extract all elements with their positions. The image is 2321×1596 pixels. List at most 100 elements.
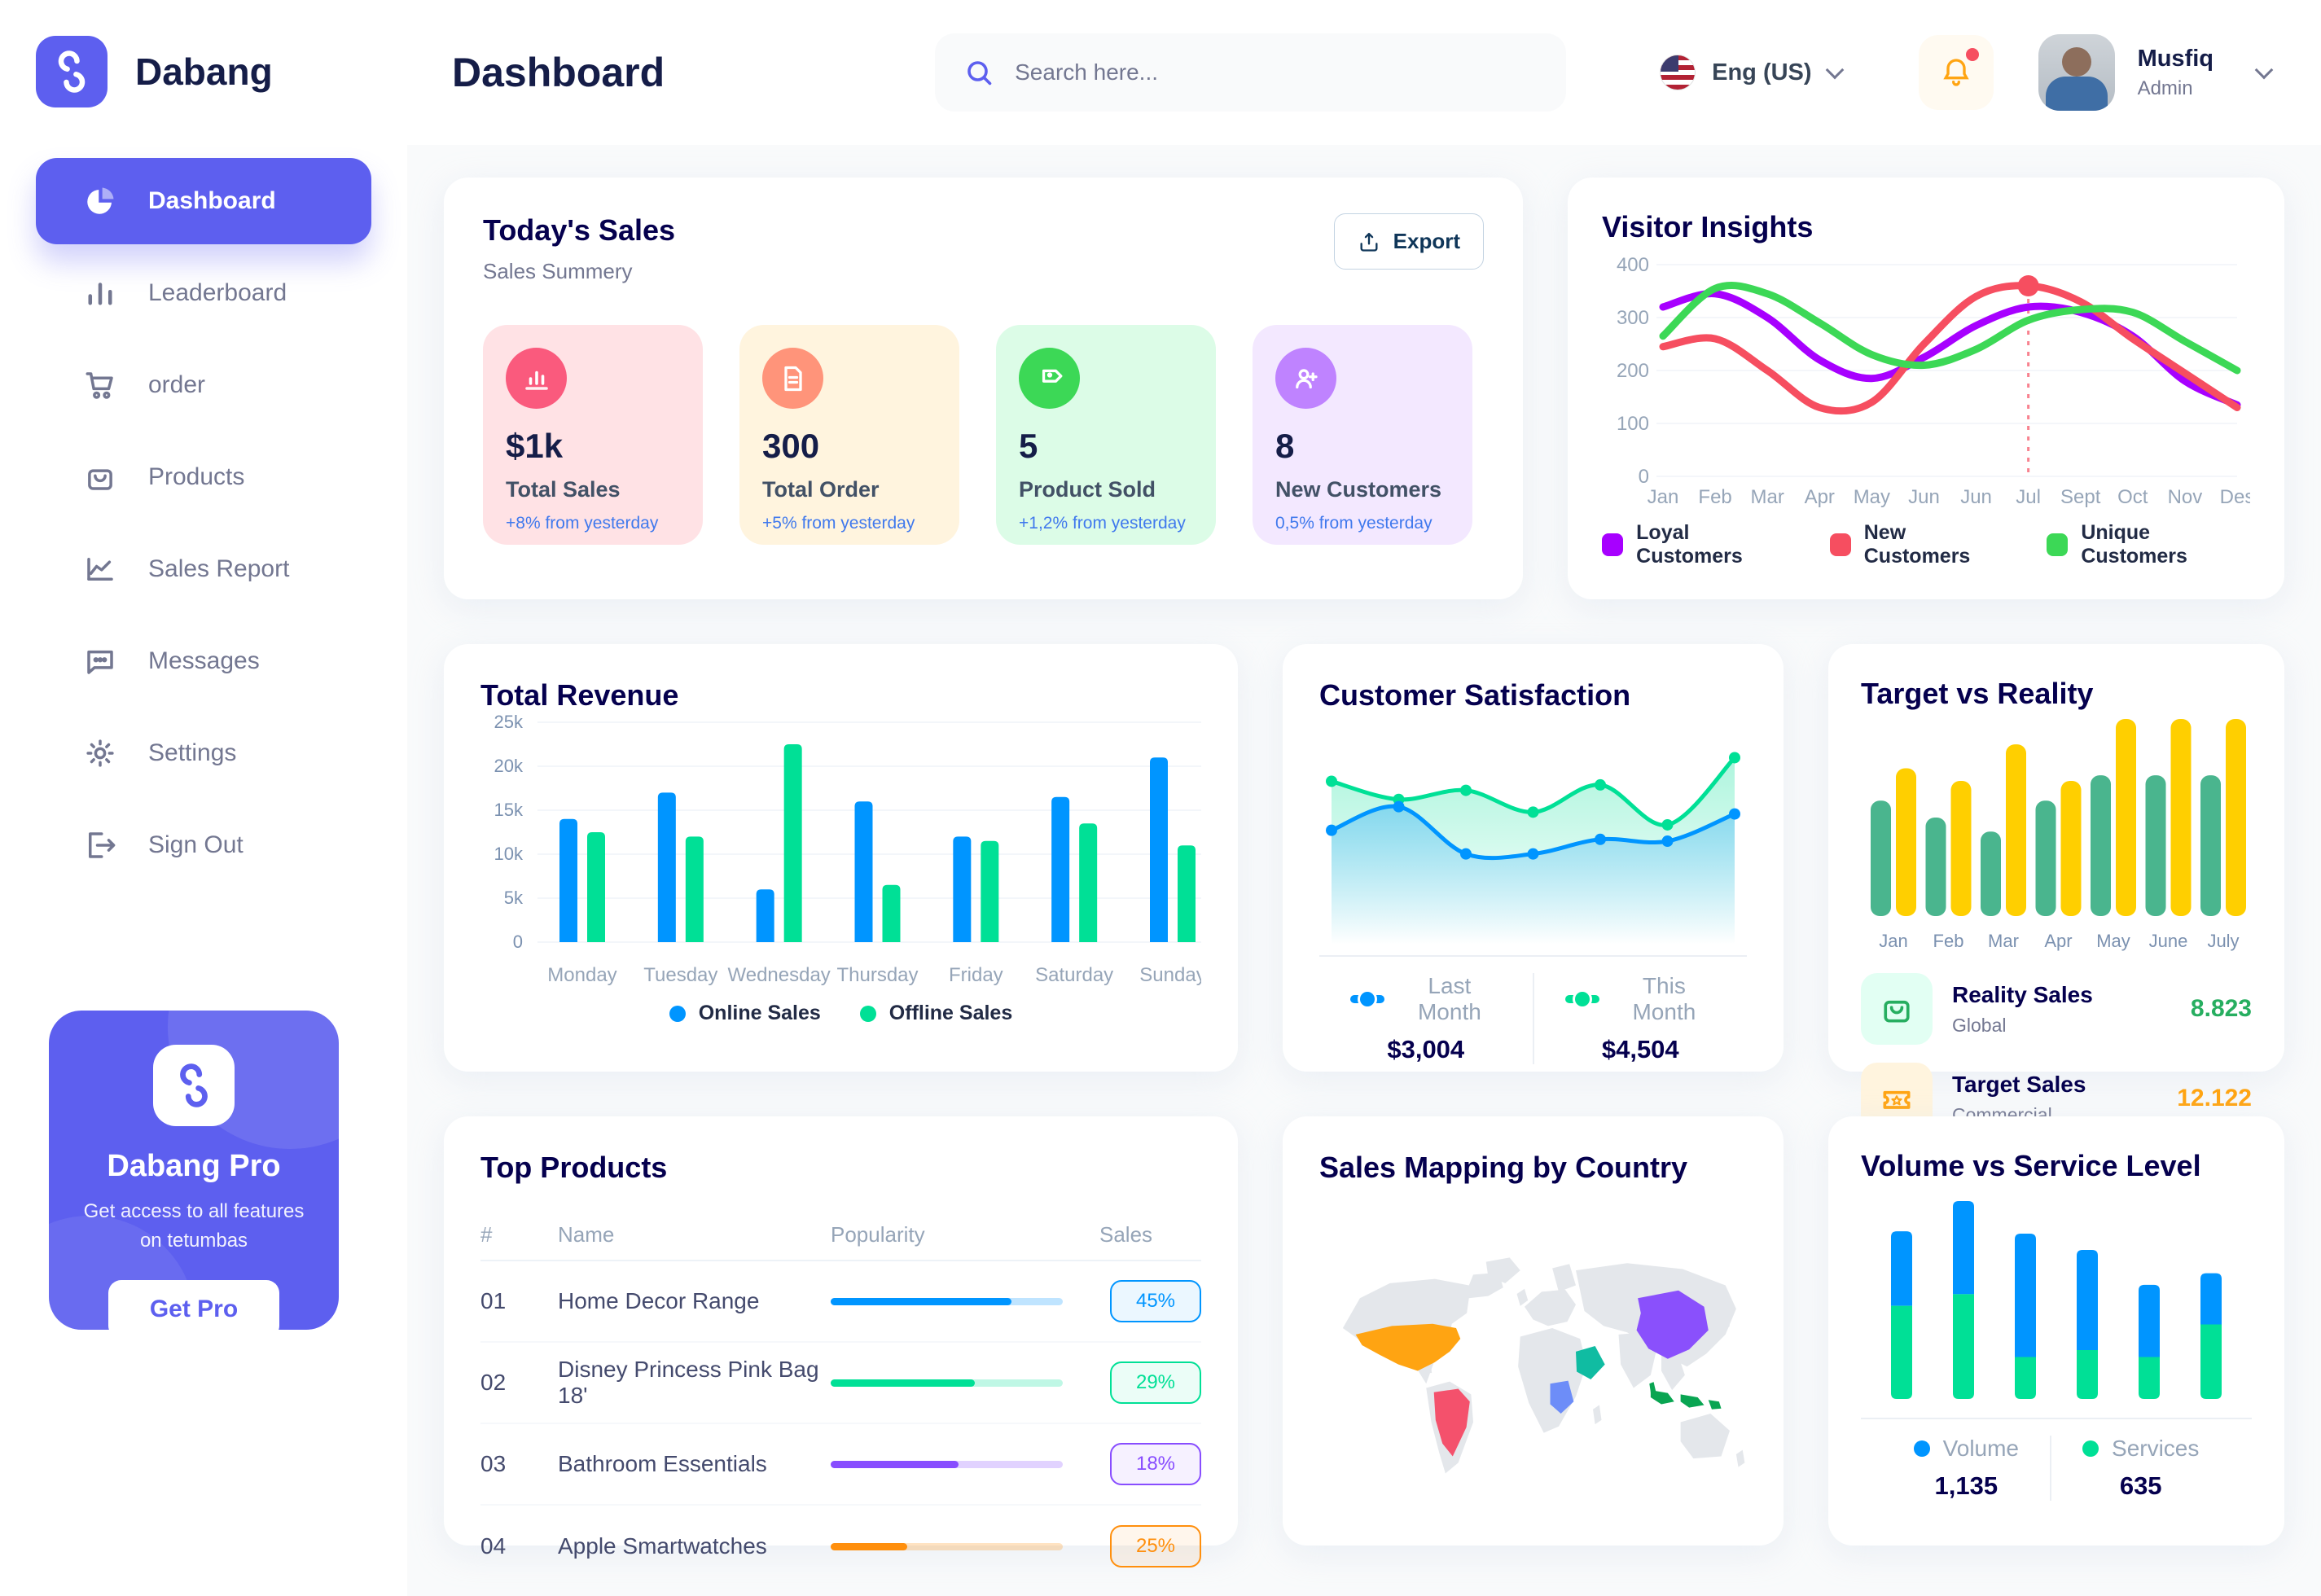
top-products-title: Top Products xyxy=(480,1151,668,1184)
page-title: Dashboard xyxy=(452,50,665,95)
svg-text:Thursday: Thursday xyxy=(836,964,918,986)
sidebar-item-settings[interactable]: Settings xyxy=(36,710,371,796)
stat-tag-icon xyxy=(1019,348,1080,409)
search-bar[interactable] xyxy=(935,33,1567,112)
dabang-pro-icon xyxy=(153,1045,235,1126)
svg-text:May: May xyxy=(2096,931,2130,951)
stat-label: Product Sold xyxy=(1019,477,1156,502)
legend-item-unique-customers: Unique Customers xyxy=(2047,521,2250,568)
bag-green-icon xyxy=(1861,973,1933,1045)
legend-value: $3,004 xyxy=(1387,1035,1465,1063)
topbar: Dashboard Eng (US) Musfiq Admin xyxy=(407,0,2321,145)
svg-text:Saturday: Saturday xyxy=(1035,964,1113,986)
pro-card-subtitle: Get access to all features on tetumbas xyxy=(83,1200,305,1252)
country-indonesia[interactable] xyxy=(1649,1382,1722,1410)
stat-label: Total Sales xyxy=(506,477,621,502)
customer-satisfaction-card: Customer Satisfaction Last Month $3,004 Th… xyxy=(1283,644,1784,1072)
legend-swatch xyxy=(1350,995,1385,1003)
svg-text:Friday: Friday xyxy=(949,964,1003,986)
notifications-button[interactable] xyxy=(1918,35,1994,110)
product-row-apple-smartwatches: 04 Apple Smartwatches 25% xyxy=(480,1506,1201,1587)
stat-card-new-customers: 8 New Customers 0,5% from yesterday xyxy=(1253,325,1472,545)
product-number: 04 xyxy=(480,1533,507,1559)
volume-service-chart xyxy=(1891,1201,2222,1399)
top-products-card: Top Products # Name Popularity Sales 01 … xyxy=(444,1116,1238,1568)
svg-text:Jun: Jun xyxy=(1960,486,1992,508)
sidebar-item-label: Products xyxy=(148,463,245,490)
popularity-bar xyxy=(831,1460,1063,1468)
sales-badge: 18% xyxy=(1110,1443,1201,1485)
sidebar-item-leaderboard[interactable]: Leaderboard xyxy=(36,250,371,336)
stat-label: New Customers xyxy=(1275,477,1442,502)
todays-sales-card: Today's Sales Sales Summery Export $1k T… xyxy=(444,178,1523,599)
svg-text:200: 200 xyxy=(1617,360,1649,382)
gear-icon xyxy=(83,736,117,770)
svg-text:Tuesday: Tuesday xyxy=(643,964,717,986)
sign-out-icon xyxy=(83,828,117,862)
sales-badge: 29% xyxy=(1110,1361,1201,1404)
sidebar-item-label: order xyxy=(148,371,206,398)
svg-text:Mar: Mar xyxy=(1988,931,2019,951)
legend-item-new-customers: New Customers xyxy=(1829,521,2008,568)
export-button[interactable]: Export xyxy=(1333,213,1484,270)
country-brazil[interactable] xyxy=(1433,1388,1470,1457)
avatar xyxy=(2038,34,2115,111)
language-selector[interactable]: Eng (US) xyxy=(1660,55,1844,90)
svg-text:Feb: Feb xyxy=(1933,931,1964,951)
stat-value: $1k xyxy=(506,427,564,465)
sidebar-item-label: Messages xyxy=(148,647,260,674)
visitor-insights-title: Visitor Insights xyxy=(1602,210,1814,243)
legend-value: 8.823 xyxy=(2190,995,2252,1022)
sidebar-item-sign-out[interactable]: Sign Out xyxy=(36,802,371,888)
svg-text:Monday: Monday xyxy=(547,964,616,986)
dabang-logo-icon xyxy=(36,36,107,107)
svg-text:Oct: Oct xyxy=(2117,486,2148,508)
sidebar-item-dashboard[interactable]: Dashboard xyxy=(36,158,371,244)
legend-item-offline-sales: Offline Sales xyxy=(859,1002,1012,1025)
volume-service-title: Volume vs Service Level xyxy=(1861,1149,2201,1182)
sidebar-item-products[interactable]: Products xyxy=(36,434,371,520)
sidebar-item-label: Sign Out xyxy=(148,831,244,858)
sales-badge: 45% xyxy=(1110,1280,1201,1322)
chevron-down-icon xyxy=(2254,60,2274,80)
get-pro-button[interactable]: Get Pro xyxy=(108,1280,279,1330)
stat-value: 8 xyxy=(1275,427,1295,465)
us-flag-icon xyxy=(1660,55,1696,90)
svg-text:Des: Des xyxy=(2220,486,2250,508)
svg-text:Jan: Jan xyxy=(1879,931,1907,951)
country-china[interactable] xyxy=(1636,1290,1709,1359)
cart-icon xyxy=(83,368,117,402)
sidebar: Dabang Dashboard Leaderboard order Products… xyxy=(0,0,407,1596)
stat-value: 5 xyxy=(1019,427,1038,465)
export-icon xyxy=(1360,232,1378,252)
product-name: Home Decor Range xyxy=(558,1288,760,1313)
legend-swatch xyxy=(1564,995,1599,1003)
sidebar-item-messages[interactable]: Messages xyxy=(36,618,371,704)
chevron-down-icon xyxy=(1825,60,1844,80)
customer-satisfaction-chart xyxy=(1326,752,1740,945)
user-role: Admin xyxy=(2137,77,2193,99)
todays-sales-title: Today's Sales xyxy=(483,213,676,247)
notification-dot xyxy=(1965,48,1979,61)
customer-satisfaction-title: Customer Satisfaction xyxy=(1319,678,1631,712)
sidebar-item-sales-report[interactable]: Sales Report xyxy=(36,526,371,612)
popularity-bar xyxy=(831,1297,1063,1305)
country-dr-congo[interactable] xyxy=(1550,1380,1574,1414)
app-name: Dabang xyxy=(135,50,273,93)
sidebar-item-label: Leaderboard xyxy=(148,279,287,306)
search-input[interactable] xyxy=(1015,59,1538,86)
user-menu[interactable]: Musfiq Admin xyxy=(2038,34,2274,111)
sidebar-item-order[interactable]: order xyxy=(36,342,371,428)
svg-text:Apr: Apr xyxy=(1805,486,1835,508)
svg-text:Wednesday: Wednesday xyxy=(728,964,831,986)
country-saudi-arabia[interactable] xyxy=(1576,1346,1605,1379)
product-number: 01 xyxy=(480,1288,507,1313)
visitor-insights-legend: Loyal Customers New Customers Unique Custo… xyxy=(1602,521,2250,568)
stats-row: $1k Total Sales +8% from yesterday 300 T… xyxy=(483,325,1484,545)
stat-delta: +5% from yesterday xyxy=(762,514,915,533)
customer-satisfaction-legend: Last Month $3,004 This Month $4,504 xyxy=(1319,973,1747,1064)
legend-value: $4,504 xyxy=(1601,1035,1679,1063)
country-united-states[interactable] xyxy=(1355,1323,1461,1371)
svg-text:15k: 15k xyxy=(494,800,524,820)
volume-service-card: Volume vs Service Level Volume 1,135 Servi… xyxy=(1828,1116,2284,1546)
